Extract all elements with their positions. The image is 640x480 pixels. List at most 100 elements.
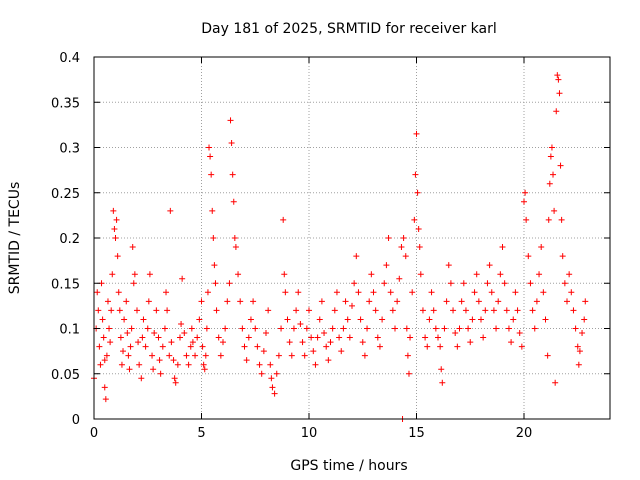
data-point [254, 343, 261, 350]
data-point [273, 370, 280, 377]
data-point [293, 307, 300, 314]
data-point [349, 302, 355, 309]
data-point [117, 334, 124, 341]
y-tick-label: 0.3 [59, 142, 80, 157]
data-point [545, 216, 552, 223]
data-point [445, 262, 452, 269]
data-point [171, 375, 178, 382]
data-point [389, 307, 396, 314]
grid [94, 57, 610, 419]
data-point [134, 307, 140, 314]
data-point [407, 334, 414, 341]
data-point [552, 379, 559, 386]
data-point [333, 289, 340, 296]
data-point [95, 307, 102, 314]
data-point [209, 207, 216, 214]
data-point [100, 334, 107, 341]
data-point [127, 343, 134, 350]
data-point [278, 325, 285, 332]
data-point [450, 307, 457, 314]
data-point [174, 361, 181, 368]
x-tick-label: 15 [408, 426, 425, 441]
data-point [115, 289, 122, 296]
data-point [128, 325, 135, 332]
data-point [336, 334, 343, 341]
data-point [412, 171, 419, 178]
data-point [523, 216, 530, 223]
data-point [116, 307, 123, 314]
data-point [512, 289, 519, 296]
data-point [478, 316, 484, 323]
data-point [551, 207, 558, 214]
data-point [301, 352, 308, 359]
data-point [228, 139, 235, 146]
data-point [109, 271, 116, 278]
data-point [462, 307, 469, 314]
data-point [574, 343, 581, 350]
data-point [157, 370, 164, 377]
data-point [96, 343, 103, 350]
data-point [398, 244, 405, 251]
data-point [542, 316, 549, 323]
data-point [329, 325, 336, 332]
data-point [404, 352, 411, 359]
data-point [503, 307, 510, 314]
data-point [575, 361, 582, 368]
data-point [200, 361, 207, 368]
data-point [521, 198, 527, 205]
y-axis-label: SRMTID / TECUs [7, 182, 23, 295]
data-point [210, 235, 217, 241]
y-tick-label: 0.4 [59, 51, 80, 66]
data-point [120, 348, 127, 355]
data-point [553, 108, 560, 115]
data-point [403, 325, 410, 332]
data-point [250, 298, 257, 305]
data-point [267, 361, 274, 368]
data-point [359, 339, 366, 346]
data-point [387, 289, 394, 296]
data-point [226, 280, 233, 287]
data-point [211, 262, 218, 269]
data-point [351, 280, 358, 287]
data-point [217, 352, 224, 359]
data-point [280, 216, 287, 223]
data-point [527, 280, 534, 287]
data-point [188, 325, 195, 332]
data-point [275, 352, 282, 359]
data-point [213, 307, 220, 314]
data-point [111, 225, 118, 232]
data-point [392, 325, 398, 332]
data-point [247, 316, 254, 323]
data-point [482, 307, 489, 314]
x-tick-label: 10 [301, 426, 318, 441]
data-point [203, 325, 210, 332]
data-point [452, 330, 459, 337]
data-point [243, 357, 250, 364]
data-point [486, 262, 493, 269]
data-point [581, 316, 588, 323]
data-point [177, 334, 183, 341]
data-point [493, 325, 500, 332]
axis-ticks: 0 5 10 15 20 0 0.05 0.1 0.15 0.2 0.25 0.3 0.35 0.4 [51, 51, 610, 441]
data-point [107, 339, 114, 346]
data-point [544, 352, 551, 359]
data-point [579, 330, 586, 337]
data-point [118, 361, 125, 368]
data-point [281, 271, 288, 278]
data-point [194, 334, 201, 341]
data-point [385, 235, 392, 241]
data-point [484, 280, 491, 287]
data-point [419, 307, 426, 314]
data-point [422, 334, 429, 341]
data-point [170, 357, 177, 364]
data-point [514, 307, 521, 314]
data-point [106, 325, 113, 332]
data-point [271, 390, 278, 397]
data-point [145, 298, 152, 305]
data-point [101, 357, 108, 364]
data-point [495, 298, 502, 305]
data-point [353, 253, 360, 260]
data-point [161, 325, 168, 332]
data-point [220, 339, 226, 346]
data-point [172, 379, 179, 386]
